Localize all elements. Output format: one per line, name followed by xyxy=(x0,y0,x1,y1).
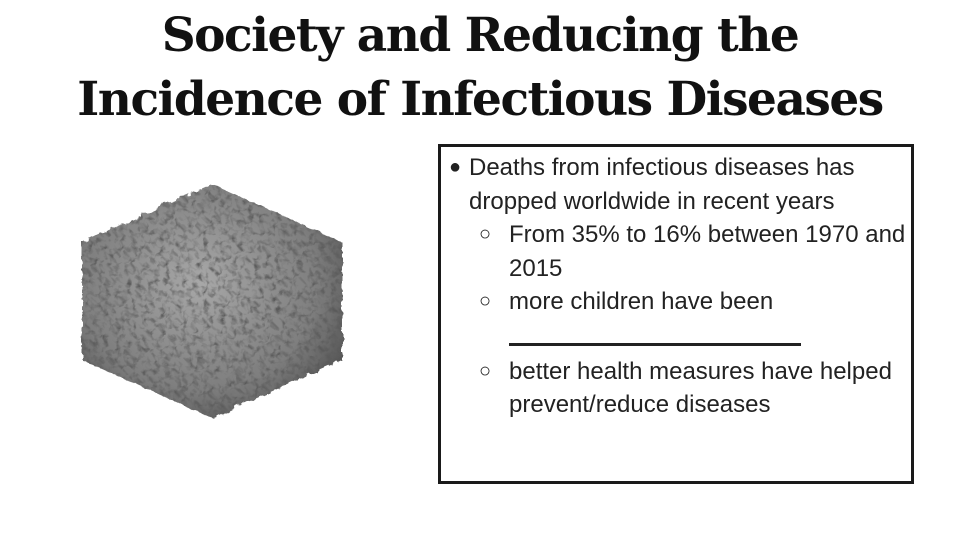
bullet-text-box: ● Deaths from infectious diseases has dr… xyxy=(438,144,914,484)
sub-bullet-text: From 35% to 16% between 1970 and 2015 xyxy=(509,221,906,282)
slide-title: Society and Reducing the Incidence of In… xyxy=(0,4,960,132)
sub-bullet-text: better health measures have helped preve… xyxy=(509,357,892,419)
title-line-2: Incidence of Infectious Diseases xyxy=(77,72,884,127)
sub-bullet-marker: ○ xyxy=(479,359,492,382)
bullet-marker: ● xyxy=(449,156,462,178)
sub-bullet-marker: ○ xyxy=(479,290,492,312)
fill-in-blank-line xyxy=(509,319,801,346)
main-bullet-text: Deaths from infectious diseases has drop… xyxy=(469,154,855,215)
title-line-1: Society and Reducing the xyxy=(161,8,800,63)
main-bullet: ● Deaths from infectious diseases has dr… xyxy=(449,151,907,218)
virus-capsid-icon xyxy=(82,184,342,418)
sub-bullet-1: ○ From 35% to 16% between 1970 and 2015 xyxy=(449,218,907,285)
sub-bullet-3: ○ better health measures have helped pre… xyxy=(449,355,907,422)
sub-bullet-marker: ○ xyxy=(479,223,492,245)
sub-bullet-2: ○ more children have been xyxy=(449,285,907,346)
sub-bullet-text: more children have been xyxy=(509,288,774,315)
